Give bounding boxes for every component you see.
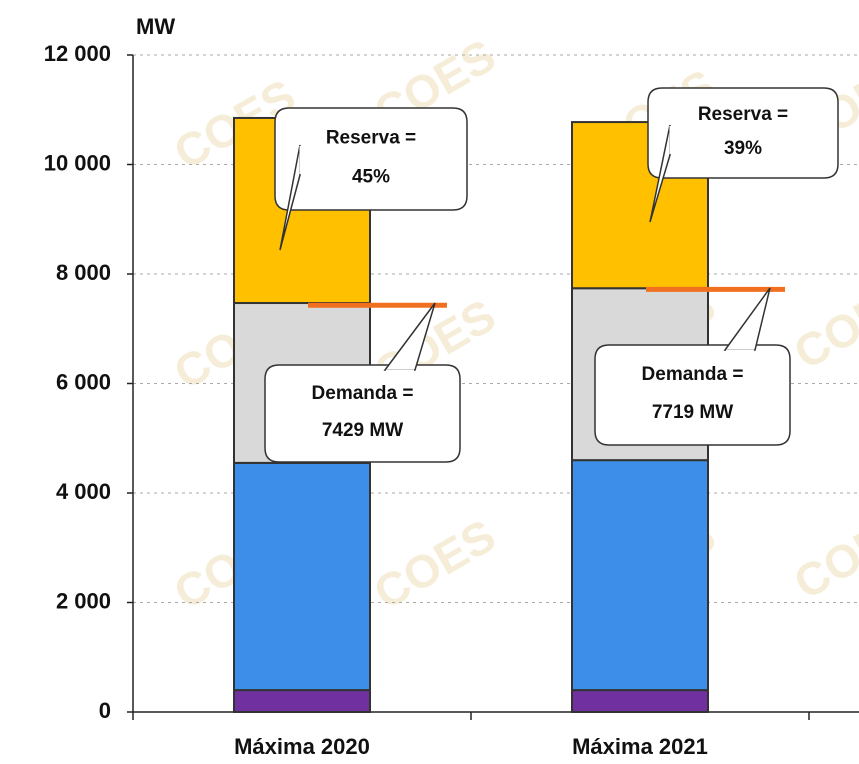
watermark: COES — [785, 499, 859, 609]
bar-segment — [233, 689, 371, 713]
y-tick-label: 0 — [99, 698, 111, 723]
y-tick-label: 8 000 — [56, 260, 111, 285]
bar-segment — [571, 689, 709, 713]
x-tick-label: Máxima 2020 — [234, 734, 370, 759]
reserve-label: Reserva = — [326, 128, 416, 149]
demand-label: Demanda = — [312, 383, 414, 404]
callout-box — [264, 364, 461, 463]
reserve-value: 39% — [724, 138, 762, 159]
demand-value: 7719 MW — [652, 402, 733, 423]
x-tick-label: Máxima 2021 — [572, 734, 708, 759]
bar-segment — [571, 459, 709, 692]
y-tick-label: 4 000 — [56, 479, 111, 504]
watermark: COES — [785, 269, 859, 379]
y-tick-label: 6 000 — [56, 369, 111, 394]
y-tick-label: 12 000 — [44, 41, 111, 66]
reserve-label: Reserva = — [698, 104, 788, 125]
callout-box — [274, 107, 468, 211]
bar-segment — [233, 461, 371, 692]
callout-pointer — [723, 287, 771, 351]
demand-label: Demanda = — [642, 364, 744, 385]
y-tick-label: 10 000 — [44, 150, 111, 175]
y-tick-label: 2 000 — [56, 588, 111, 613]
demand-value: 7429 MW — [322, 420, 403, 441]
callout-box — [647, 87, 839, 179]
y-unit: MW — [136, 14, 175, 39]
reserve-value: 45% — [352, 166, 390, 187]
callout-box — [594, 344, 791, 446]
